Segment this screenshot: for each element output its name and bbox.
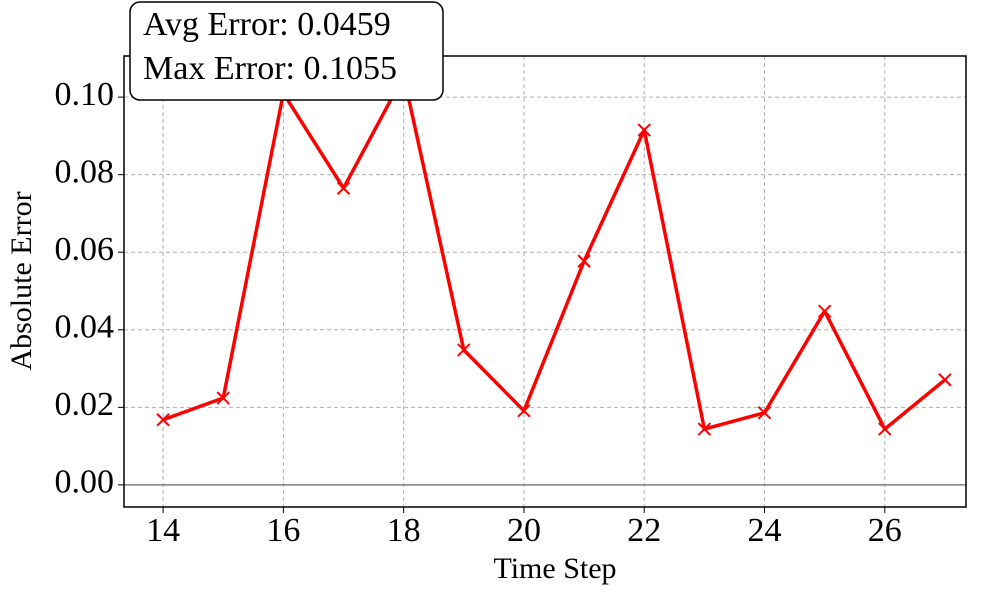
- data-marker: [577, 254, 591, 268]
- y-tick-label: 0.00: [55, 464, 115, 501]
- data-marker: [757, 406, 772, 420]
- x-tick-label: 14: [146, 512, 180, 549]
- data-marker: [216, 391, 230, 405]
- x-tick-label: 24: [748, 512, 782, 549]
- data-line: [162, 74, 947, 431]
- data-marker: [817, 304, 832, 318]
- y-tick-label: 0.10: [55, 76, 115, 113]
- annotation-box: [129, 1, 444, 101]
- data-marker: [336, 181, 351, 195]
- y-tick-label: 0.04: [55, 309, 115, 346]
- annotation-text: Avg Error: 0.0459: [143, 6, 391, 43]
- x-tick-label: 22: [627, 512, 661, 549]
- data-marker: [938, 373, 952, 387]
- data-marker: [156, 413, 170, 427]
- x-axis-label: Time Step: [493, 552, 616, 585]
- y-axis-label: Absolute Error: [5, 191, 38, 370]
- x-tick-label: 16: [266, 512, 300, 549]
- data-marker: [457, 343, 471, 357]
- data-marker: [697, 422, 712, 436]
- y-tick-label: 0.02: [55, 386, 115, 423]
- data-marker: [517, 404, 531, 418]
- x-tick-label: 26: [868, 512, 902, 549]
- y-tick-label: 0.06: [55, 231, 115, 268]
- y-tick-label: 0.08: [55, 153, 115, 190]
- annotation-text: Max Error: 0.1055: [143, 50, 397, 87]
- data-marker: [878, 422, 892, 436]
- x-tick-label: 18: [387, 512, 421, 549]
- plot-frame: [123, 55, 967, 508]
- data-marker: [637, 123, 651, 137]
- x-tick-label: 20: [507, 512, 541, 549]
